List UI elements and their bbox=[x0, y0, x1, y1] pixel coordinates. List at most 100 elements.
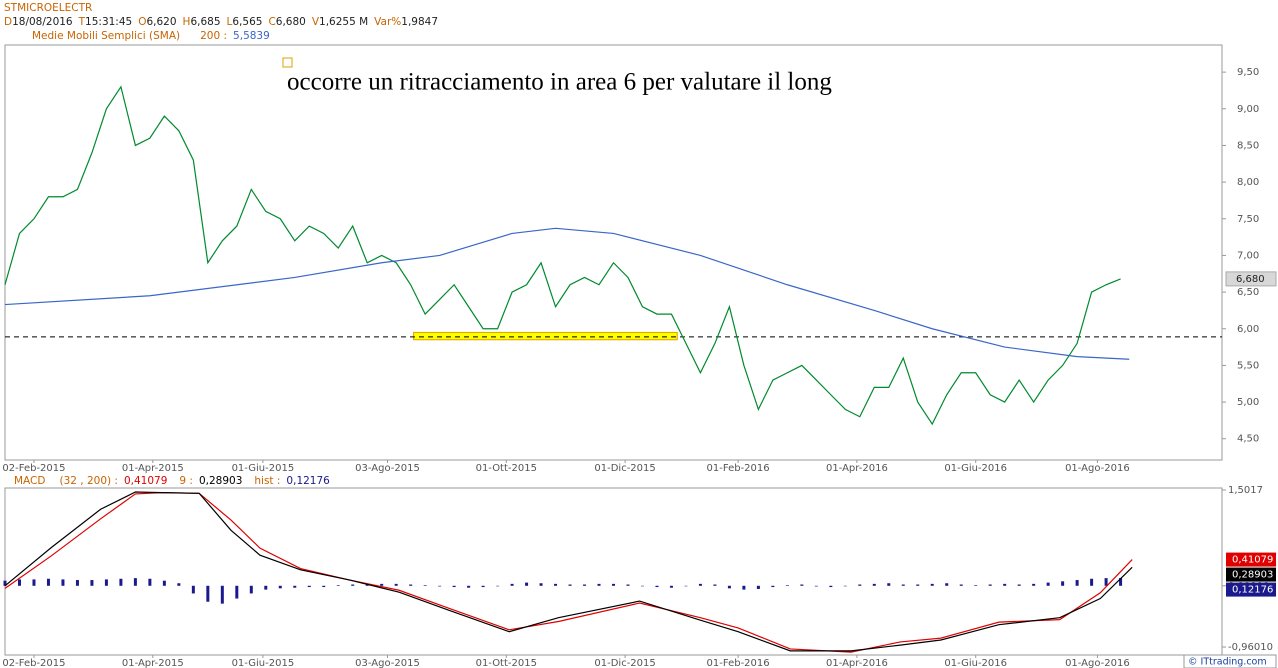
hist-bar bbox=[525, 582, 529, 586]
quote-key: V bbox=[312, 16, 320, 28]
hist-bar bbox=[380, 583, 384, 586]
quote-key: O bbox=[138, 16, 146, 28]
hist-bar bbox=[3, 580, 7, 586]
hist-bar bbox=[467, 585, 471, 588]
hist-bar bbox=[409, 584, 413, 586]
highlight-zone bbox=[413, 331, 678, 341]
hist-bar bbox=[32, 579, 36, 586]
indicator-name: Medie Mobili Semplici (SMA) bbox=[32, 30, 180, 42]
hist-bar bbox=[554, 583, 558, 586]
footer: © ITtrading.com bbox=[1188, 657, 1267, 668]
quote-value: 1,6255 M bbox=[319, 16, 368, 28]
quote-key: H bbox=[183, 16, 191, 28]
quote-value: 6,680 bbox=[276, 16, 306, 28]
last-value-box bbox=[1226, 582, 1276, 597]
hist-bar bbox=[887, 583, 891, 586]
hist-bar bbox=[1046, 582, 1050, 586]
hist-bar bbox=[510, 583, 514, 586]
hist-bar bbox=[17, 579, 21, 586]
x-tick-label: 01-Apr-2015 bbox=[122, 658, 184, 668]
series-line bbox=[4, 491, 1133, 652]
hist-bar bbox=[727, 585, 731, 589]
hist-bar bbox=[684, 585, 688, 587]
x-tick-label: 01-Apr-2016 bbox=[826, 658, 888, 668]
y-tick-label: 7,50 bbox=[1237, 214, 1259, 225]
hist-bar bbox=[249, 585, 253, 594]
hist-bar bbox=[1061, 581, 1065, 586]
hist-bar bbox=[756, 585, 760, 589]
last-value: 0,28903 bbox=[1232, 570, 1273, 581]
plot-frame bbox=[4, 487, 1223, 656]
hist-bar bbox=[988, 584, 992, 586]
legend-value: 0,12176 bbox=[286, 475, 330, 487]
y-tick-label: -0,96010 bbox=[1228, 642, 1273, 653]
hist-bar bbox=[1017, 584, 1021, 586]
hist-bar bbox=[1104, 578, 1108, 586]
quote-key: C bbox=[268, 16, 275, 28]
y-tick-label: 1,5017 bbox=[1228, 485, 1263, 496]
quote-key: Var% bbox=[374, 16, 401, 28]
hist-bar bbox=[974, 585, 978, 586]
x-tick-label: 01-Giu-2015 bbox=[232, 463, 295, 474]
indicator-value: 5,5839 bbox=[233, 30, 270, 42]
hist-bar bbox=[1003, 583, 1007, 586]
y-tick-label: 8,00 bbox=[1237, 177, 1259, 188]
y-tick-label: 7,00 bbox=[1237, 250, 1259, 261]
hist-bar bbox=[307, 585, 311, 588]
x-tick-label: 03-Ago-2015 bbox=[355, 658, 420, 668]
last-value-box bbox=[1226, 552, 1276, 567]
hist-bar bbox=[930, 583, 934, 586]
y-tick-label: 6,00 bbox=[1237, 324, 1259, 335]
hist-bar bbox=[959, 584, 963, 586]
hist-bar bbox=[336, 585, 340, 586]
x-tick-label: 01-Ago-2016 bbox=[1065, 463, 1130, 474]
x-tick-label: 01-Apr-2015 bbox=[122, 463, 184, 474]
hist-bar bbox=[293, 585, 297, 588]
x-tick-label: 01-Giu-2016 bbox=[944, 463, 1007, 474]
x-tick-label: 01-Ott-2015 bbox=[476, 658, 537, 668]
hist-bar bbox=[206, 585, 210, 602]
hist-bar bbox=[191, 585, 195, 594]
hist-bar bbox=[496, 585, 500, 587]
hist-bar bbox=[800, 584, 804, 586]
legend-value: 0,28903 bbox=[199, 475, 242, 487]
y-tick-label: 9,50 bbox=[1237, 67, 1259, 78]
hist-bar bbox=[1119, 578, 1123, 586]
hist-bar bbox=[394, 583, 398, 586]
hist-bar bbox=[1032, 583, 1036, 586]
hist-bar bbox=[713, 584, 717, 586]
hist-bar bbox=[612, 583, 615, 586]
hist-bar bbox=[177, 583, 181, 586]
hist-bar bbox=[351, 584, 355, 586]
x-tick-label: 01-Giu-2015 bbox=[232, 658, 295, 668]
hist-bar bbox=[322, 585, 326, 588]
x-tick-label: 01-Apr-2016 bbox=[826, 463, 888, 474]
hist-bar bbox=[829, 585, 833, 588]
legend-name: hist : bbox=[254, 475, 280, 487]
hist-bar bbox=[698, 583, 702, 586]
quote-value: 1,9847 bbox=[401, 16, 438, 28]
hist-bar bbox=[133, 578, 137, 586]
hist-bar bbox=[75, 580, 79, 586]
y-tick-label: 9,00 bbox=[1237, 104, 1259, 115]
quote-value: 15:31:45 bbox=[85, 16, 132, 28]
footer-box bbox=[1183, 654, 1277, 668]
y-tick-label: 4,50 bbox=[1237, 434, 1259, 445]
x-tick-label: 01-Feb-2016 bbox=[707, 463, 770, 474]
last-value-box bbox=[1225, 271, 1277, 287]
y-tick-label: 8,50 bbox=[1237, 140, 1259, 151]
hist-bar bbox=[104, 579, 108, 586]
hist-bar bbox=[901, 584, 905, 586]
quote-key: L bbox=[227, 16, 233, 28]
hist-bar bbox=[162, 580, 166, 586]
annotation: occorre un ritracciamento in area 6 per … bbox=[287, 69, 832, 96]
quote-value: 6,685 bbox=[190, 16, 220, 28]
hist-bar bbox=[640, 585, 644, 587]
hist-bar bbox=[1090, 578, 1094, 586]
quote-key: D bbox=[4, 16, 12, 28]
x-tick-label: 03-Ago-2015 bbox=[355, 463, 420, 474]
hist-bar bbox=[742, 585, 746, 590]
x-tick-label: 01-Ott-2015 bbox=[476, 463, 537, 474]
series-line bbox=[4, 227, 1130, 360]
